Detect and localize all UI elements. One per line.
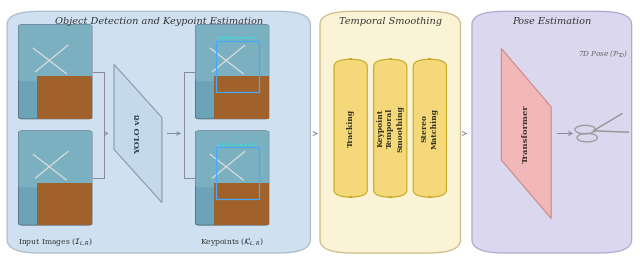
FancyBboxPatch shape (214, 183, 269, 225)
Text: id:10 Sur. Scissor 0.96: id:10 Sur. Scissor 0.96 (217, 143, 256, 147)
Text: Tracking: Tracking (347, 109, 355, 147)
FancyBboxPatch shape (334, 59, 367, 197)
FancyBboxPatch shape (472, 11, 632, 253)
Text: Keypoints ($\mathcal{K}_{L,R}$): Keypoints ($\mathcal{K}_{L,R}$) (200, 236, 264, 248)
FancyBboxPatch shape (19, 131, 92, 225)
Text: Stereo
Matching: Stereo Matching (421, 108, 439, 149)
FancyBboxPatch shape (374, 59, 407, 197)
FancyBboxPatch shape (413, 59, 447, 197)
Polygon shape (114, 64, 162, 203)
FancyBboxPatch shape (19, 131, 92, 187)
Text: Object Detection and Keypoint Estimation: Object Detection and Keypoint Estimation (54, 17, 263, 26)
Text: Transformer: Transformer (522, 104, 531, 163)
FancyBboxPatch shape (214, 76, 269, 119)
Polygon shape (501, 49, 551, 218)
Text: Input Images ($\mathcal{I}_{L,R}$): Input Images ($\mathcal{I}_{L,R}$) (18, 236, 93, 248)
FancyBboxPatch shape (37, 76, 92, 119)
Text: id:11 Sur. Scissor 0.92: id:11 Sur. Scissor 0.92 (217, 36, 256, 40)
FancyBboxPatch shape (37, 183, 92, 225)
FancyBboxPatch shape (7, 11, 310, 253)
Text: Temporal Smoothing: Temporal Smoothing (339, 17, 442, 26)
FancyBboxPatch shape (195, 25, 269, 119)
FancyBboxPatch shape (19, 25, 92, 119)
FancyBboxPatch shape (195, 131, 269, 187)
FancyBboxPatch shape (195, 131, 269, 225)
Text: 7D Pose ($\mathcal{P}_{7D}$): 7D Pose ($\mathcal{P}_{7D}$) (578, 49, 628, 59)
Text: Keypoint
Temporal
Smoothing: Keypoint Temporal Smoothing (376, 105, 404, 152)
Text: YOLO v8: YOLO v8 (134, 113, 142, 154)
FancyBboxPatch shape (195, 25, 269, 81)
FancyBboxPatch shape (320, 11, 461, 253)
Text: Pose Estimation: Pose Estimation (512, 17, 591, 26)
FancyBboxPatch shape (19, 25, 92, 81)
